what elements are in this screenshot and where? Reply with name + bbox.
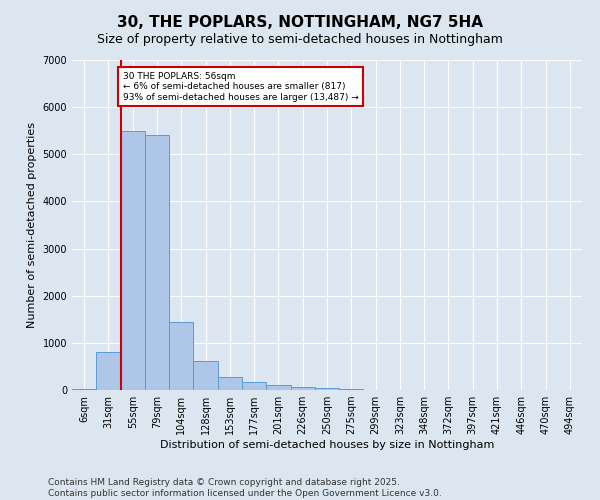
Bar [290, 387, 315, 390]
Bar [121, 130, 145, 390]
Bar [169, 322, 193, 390]
Text: 30 THE POPLARS: 56sqm
← 6% of semi-detached houses are smaller (817)
93% of semi: 30 THE POPLARS: 56sqm ← 6% of semi-detac… [123, 72, 359, 102]
Bar [145, 136, 169, 390]
Bar [339, 388, 364, 390]
Bar [193, 361, 218, 390]
Y-axis label: Number of semi-detached properties: Number of semi-detached properties [27, 122, 37, 328]
Bar [218, 378, 242, 390]
Bar [266, 386, 290, 390]
Text: Contains HM Land Registry data © Crown copyright and database right 2025.
Contai: Contains HM Land Registry data © Crown c… [48, 478, 442, 498]
Bar [72, 388, 96, 390]
Text: Size of property relative to semi-detached houses in Nottingham: Size of property relative to semi-detach… [97, 32, 503, 46]
Text: 30, THE POPLARS, NOTTINGHAM, NG7 5HA: 30, THE POPLARS, NOTTINGHAM, NG7 5HA [117, 15, 483, 30]
Bar [242, 382, 266, 390]
Bar [96, 352, 121, 390]
X-axis label: Distribution of semi-detached houses by size in Nottingham: Distribution of semi-detached houses by … [160, 440, 494, 450]
Bar [315, 388, 339, 390]
